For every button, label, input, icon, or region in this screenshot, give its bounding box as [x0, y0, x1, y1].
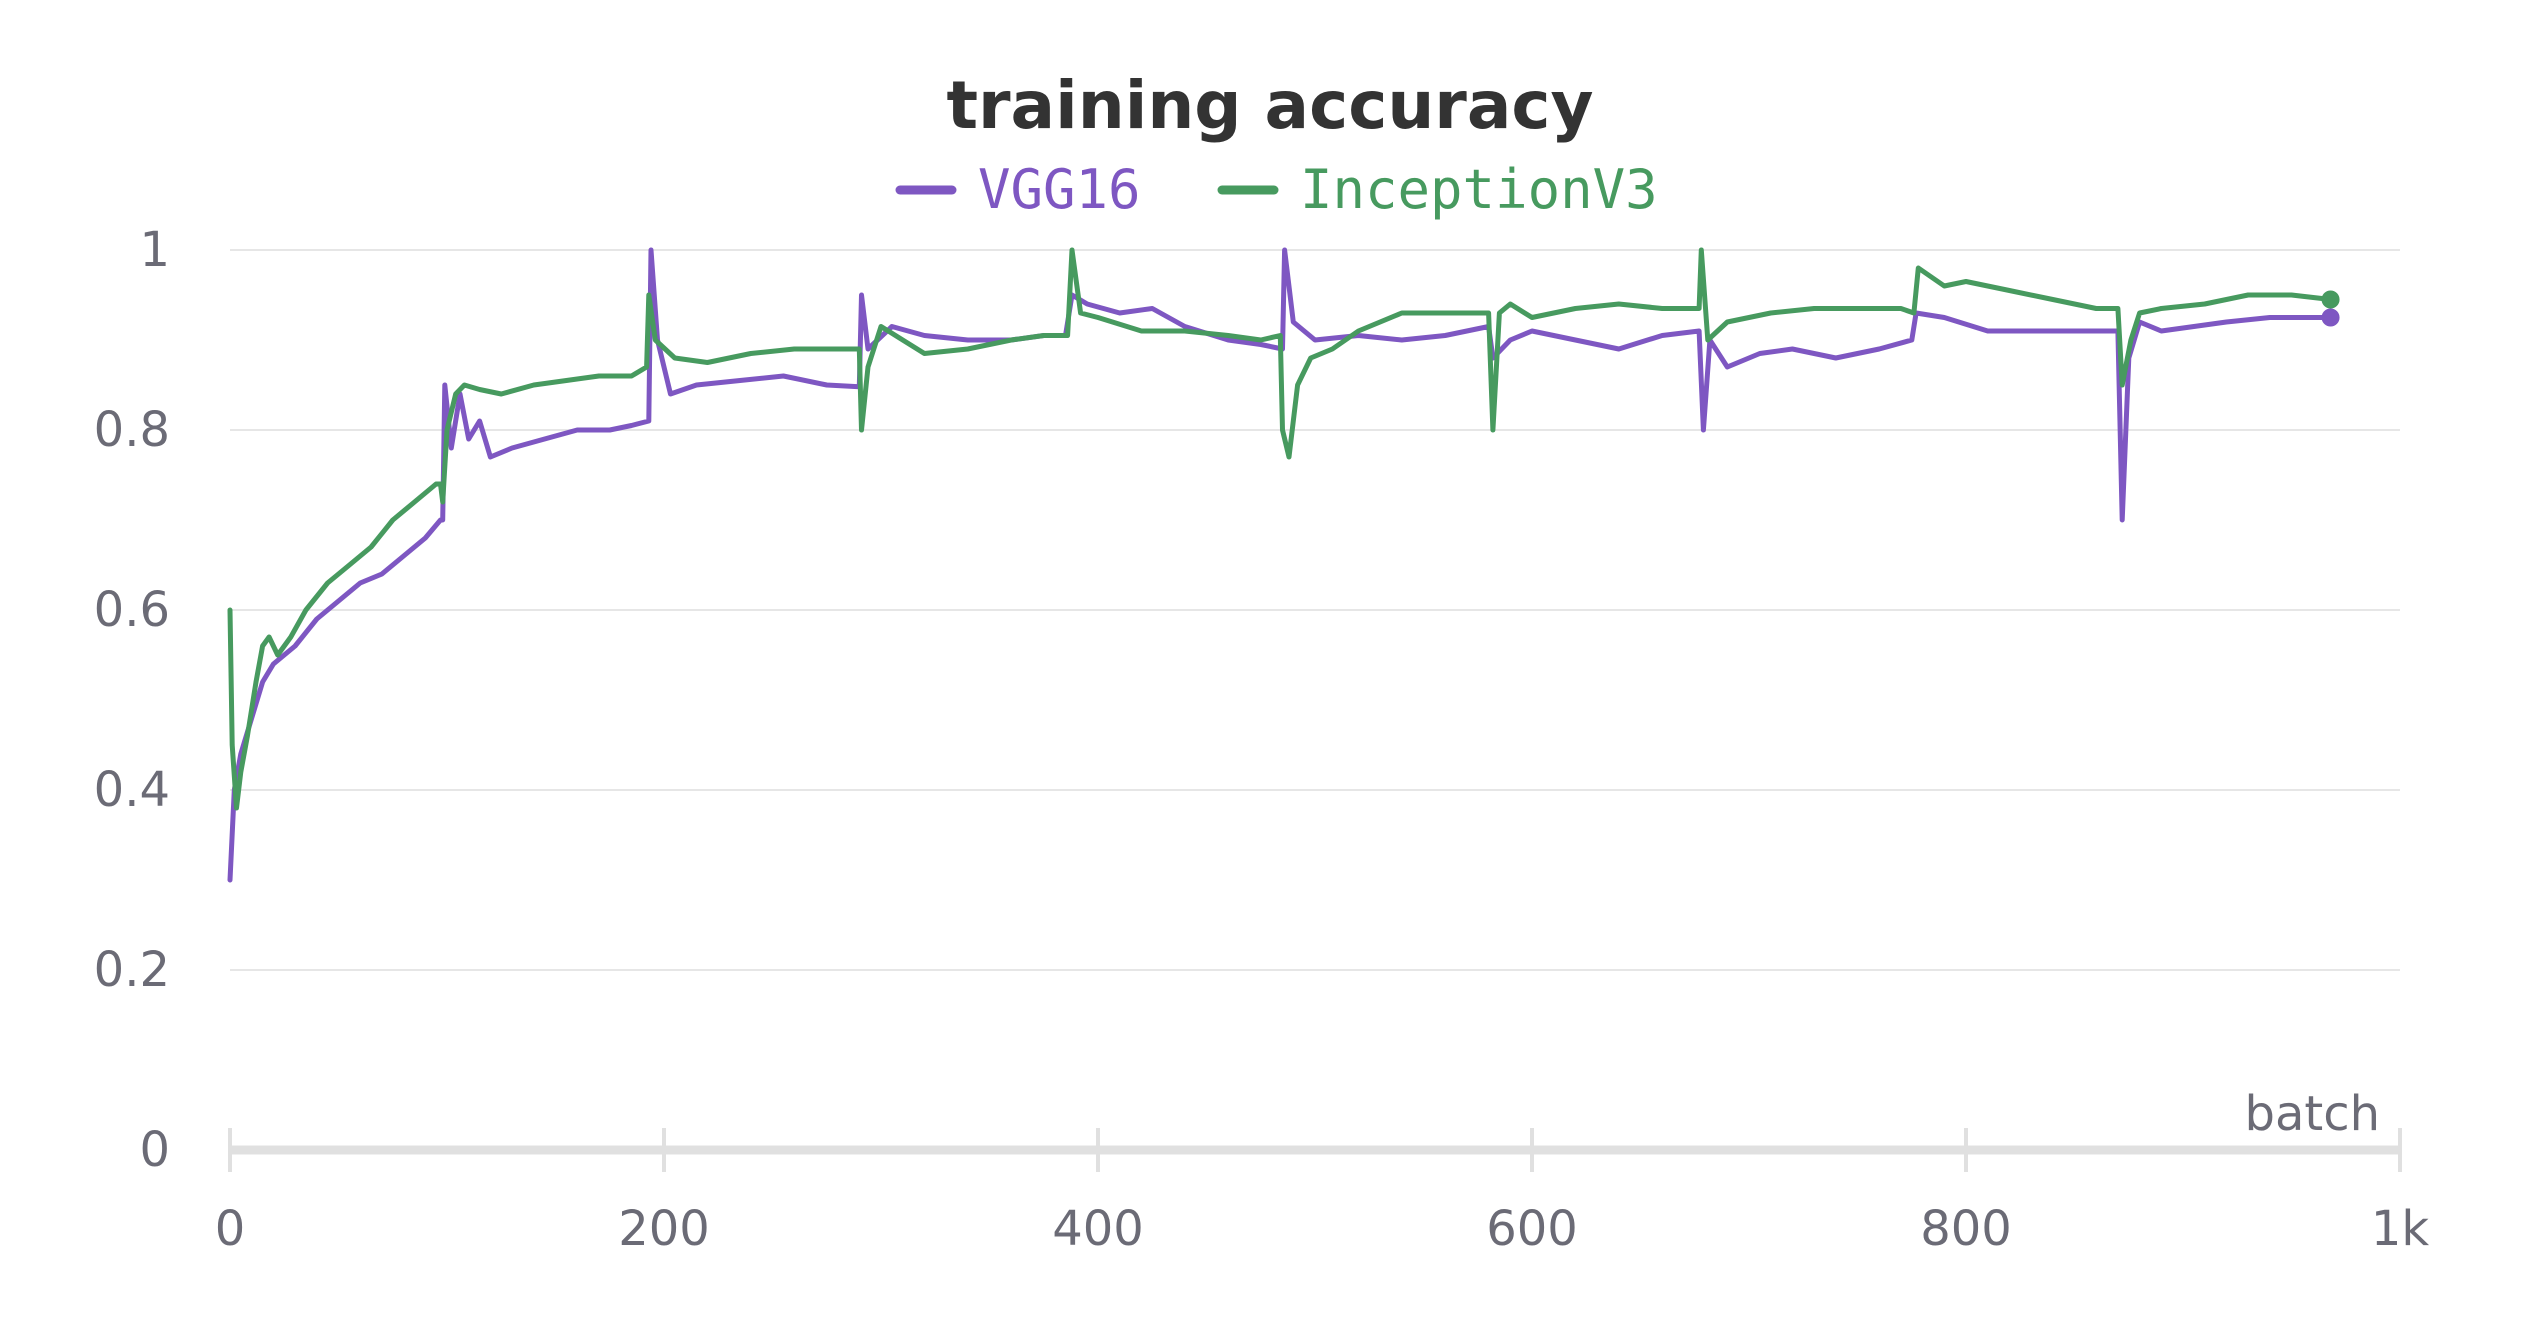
y-tick-label: 0.2 [94, 942, 170, 998]
y-axis: 0 0.2 0.4 0.6 0.8 1 [94, 222, 170, 1178]
series-line-inceptionv3 [227, 247, 2334, 811]
x-tick-label: 200 [618, 1201, 710, 1257]
y-tick-label: 0.8 [94, 402, 170, 458]
x-tick-label: 0 [215, 1201, 246, 1257]
x-axis-title: batch [2244, 1086, 2380, 1142]
x-tick-label: 800 [1920, 1201, 2012, 1257]
x-axis: 0 200 400 600 800 1k [215, 1128, 2430, 1257]
y-tick-label: 0.4 [94, 762, 170, 818]
x-tick-label: 400 [1052, 1201, 1144, 1257]
y-tick-label: 1 [139, 222, 170, 278]
legend: VGG16 InceptionV3 [895, 158, 1658, 221]
y-tick-label: 0 [139, 1122, 170, 1178]
x-tick-label: 1k [2371, 1201, 2430, 1257]
x-tick-label: 600 [1486, 1201, 1578, 1257]
legend-label: InceptionV3 [1300, 158, 1658, 221]
legend-item-vgg16[interactable]: VGG16 [895, 158, 1141, 221]
legend-item-inceptionv3[interactable]: InceptionV3 [1217, 158, 1658, 221]
y-tick-label: 0.6 [94, 582, 170, 638]
legend-label: VGG16 [978, 158, 1141, 221]
series-layer [227, 247, 2340, 883]
series-end-marker-vgg16 [2321, 308, 2340, 327]
series-end-marker-inceptionv3 [2321, 290, 2340, 309]
chart-title: training accuracy [946, 67, 1593, 144]
